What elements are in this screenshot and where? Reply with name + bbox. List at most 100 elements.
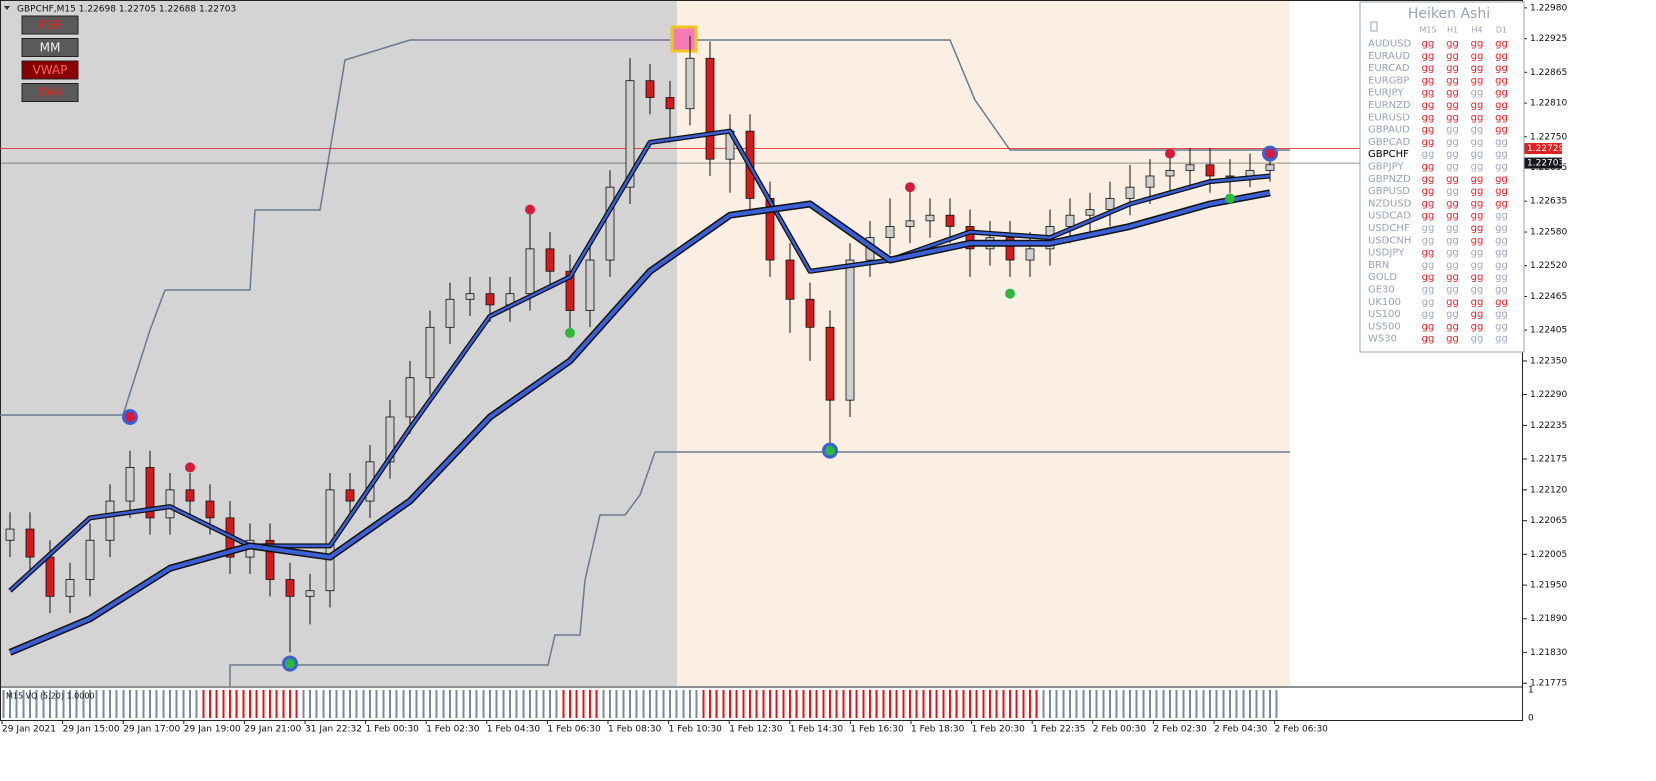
indicator-button[interactable] [21, 83, 79, 102]
x-tick-label: 1 Feb 08:30 [608, 725, 662, 735]
panel-symbol[interactable]: BRN [1368, 260, 1389, 271]
panel-symbol[interactable]: GE30 [1368, 285, 1395, 296]
panel-symbol[interactable]: USDCHF [1368, 223, 1410, 234]
panel-cell: gg [1495, 309, 1508, 320]
indicator-button-label[interactable]: FSR [39, 18, 62, 32]
button-group: FSR MM VWAP TMA [21, 15, 79, 102]
panel-cell: gg [1446, 75, 1459, 86]
x-tick-label: 2 Feb 00:30 [1093, 725, 1147, 735]
candle-body [65, 579, 75, 597]
indicator-button[interactable] [21, 38, 79, 57]
panel-cell: gg [1446, 211, 1459, 222]
panel-symbol[interactable]: EURAUD [1368, 51, 1410, 62]
panel-symbol[interactable]: GOLD [1368, 272, 1397, 283]
candle-body [25, 528, 35, 558]
panel-icon [1370, 21, 1378, 32]
session-bg [0, 0, 677, 686]
panel-symbol[interactable]: NZDUSD [1368, 198, 1412, 209]
panel-symbol[interactable]: US500 [1368, 321, 1401, 332]
panel-cell: gg [1495, 149, 1508, 160]
panel-cell: gg [1471, 321, 1484, 332]
panel-cell: gg [1422, 211, 1435, 222]
candle-body [305, 590, 315, 597]
panel-cell: gg [1446, 309, 1459, 320]
panel-symbol[interactable]: GBPUSD [1368, 186, 1410, 197]
signal-dot [565, 327, 575, 338]
panel-symbol[interactable]: USDJPY [1368, 248, 1405, 259]
panel-symbol[interactable]: GBPCHF [1368, 149, 1409, 160]
indicator-button[interactable] [21, 15, 79, 35]
panel-symbol[interactable]: GBPAUD [1368, 125, 1410, 136]
panel-cell: gg [1471, 149, 1484, 160]
candle-body [285, 579, 295, 597]
price-axis: 1.22980 1.22925 1.22865 1.22810 1.22750 1.226… [1, 3, 1567, 735]
panel-symbol[interactable]: UK100 [1368, 297, 1401, 308]
y-tick-label: 1.21775 [1530, 679, 1567, 689]
panel-cell: gg [1471, 198, 1484, 209]
candle-body [925, 214, 935, 222]
panel-column: H4 [1471, 26, 1482, 35]
x-tick-label: 2 Feb 06:30 [1275, 725, 1329, 735]
panel-column: H1 [1447, 26, 1458, 35]
panel-cell: gg [1422, 334, 1435, 345]
indicator-button-label[interactable]: VWAP [33, 63, 68, 77]
panel-cell: gg [1422, 112, 1435, 123]
x-tick-label: 1 Feb 12:30 [729, 725, 783, 735]
panel-symbol[interactable]: WS30 [1368, 334, 1397, 345]
panel-cell: gg [1422, 149, 1435, 160]
panel-cell: gg [1422, 51, 1435, 62]
candle-body [345, 489, 355, 502]
panel-cell: gg [1471, 223, 1484, 234]
panel-symbol[interactable]: EURJPY [1368, 88, 1404, 99]
panel-cell: gg [1422, 186, 1435, 197]
candle-body [545, 248, 555, 272]
panel-symbol[interactable]: EURGBP [1368, 75, 1409, 86]
panel-cell: gg [1446, 235, 1459, 246]
panel-symbol[interactable]: GBPCAD [1368, 137, 1410, 148]
panel-cell: gg [1422, 39, 1435, 50]
panel-cell: gg [1446, 137, 1459, 148]
panel-cell: gg [1422, 100, 1435, 111]
panel-cell: gg [1422, 309, 1435, 320]
indicator-button-label[interactable]: MM [40, 41, 61, 55]
panel-cell: gg [1422, 174, 1435, 185]
panel-cell: gg [1422, 285, 1435, 296]
candle-body [1145, 175, 1155, 188]
channel-lower [229, 451, 1290, 686]
candle-body [1265, 164, 1275, 171]
panel-symbol[interactable]: GBPNZD [1368, 174, 1411, 185]
panel-cell: gg [1446, 112, 1459, 123]
candle-body [85, 539, 95, 580]
panel-cell: gg [1495, 285, 1508, 296]
y-tick-label: 1.22925 [1530, 34, 1567, 44]
candle-body [785, 259, 795, 300]
panel-cell: gg [1446, 186, 1459, 197]
panel-symbol[interactable]: GBPJPY [1368, 162, 1404, 173]
panel-symbol[interactable]: EURCAD [1368, 63, 1410, 74]
indicator-button[interactable] [21, 60, 79, 80]
candle-body [645, 80, 655, 98]
candle-body [45, 556, 55, 597]
y-tick-label: 1.22065 [1530, 516, 1567, 526]
panel-cell: gg [1471, 137, 1484, 148]
panel-cell: gg [1495, 198, 1508, 209]
panel-symbol[interactable]: USDCAD [1368, 211, 1411, 222]
panel-symbol[interactable]: USDCNH [1368, 235, 1411, 246]
indicator-button-label[interactable]: TMA [36, 86, 64, 100]
panel-symbol[interactable]: AUDUSD [1368, 39, 1412, 50]
panel-cell: gg [1495, 100, 1508, 111]
panel-cell: gg [1495, 125, 1508, 136]
signal-dot [525, 204, 535, 215]
panel-symbol[interactable]: EURUSD [1368, 112, 1410, 123]
panel-symbol[interactable]: US100 [1368, 309, 1401, 320]
y-tick-label: 1.22235 [1530, 421, 1567, 431]
candle-body [845, 259, 855, 401]
candle-body [825, 326, 835, 401]
vq-panel: 1 0 M15 VQ (5,20) 1.0000 [2, 686, 1534, 724]
y-tick-label: 1.22005 [1530, 550, 1567, 560]
panel-symbol[interactable]: EURNZD [1368, 100, 1411, 111]
candle-body [565, 270, 575, 311]
y-tick-label: 1.21950 [1530, 581, 1567, 591]
panel-cell: gg [1471, 63, 1484, 74]
plot [0, 35, 1522, 672]
